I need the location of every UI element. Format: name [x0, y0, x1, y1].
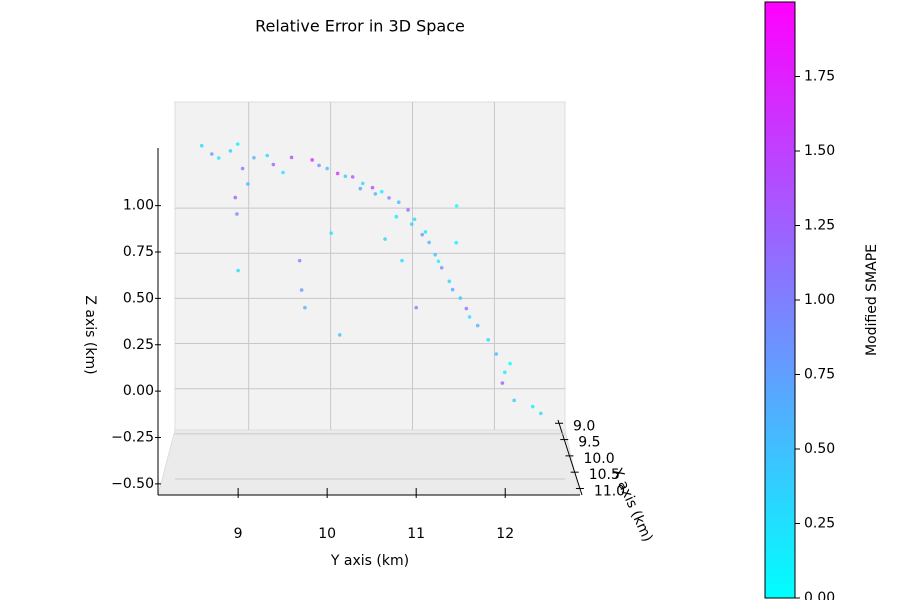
colorbar-tick-label: 0.50 — [804, 441, 835, 457]
point — [235, 212, 239, 216]
colorbar-tick-label: 0.75 — [804, 367, 835, 383]
point — [539, 411, 543, 416]
point — [464, 306, 469, 311]
point — [450, 287, 455, 292]
point — [358, 186, 363, 191]
point — [289, 155, 294, 160]
point — [240, 166, 245, 171]
chart-title: Relative Error in 3D Space — [255, 17, 465, 36]
point — [508, 361, 512, 366]
back-pane — [174, 101, 566, 431]
colorbar-tick-label: 1.25 — [804, 218, 835, 234]
y-tick-label: 11 — [407, 526, 425, 542]
point — [271, 162, 276, 167]
x-tick-label: 9.5 — [578, 435, 600, 451]
point — [350, 175, 355, 179]
point — [252, 155, 256, 160]
point — [281, 170, 285, 175]
point — [360, 181, 365, 186]
point — [439, 265, 444, 270]
point — [447, 279, 452, 284]
point — [228, 149, 233, 153]
z-tick-label: 1.00 — [123, 198, 154, 214]
z-tick-label: −0.50 — [111, 476, 154, 492]
point — [427, 240, 431, 245]
point — [265, 153, 270, 158]
point — [433, 252, 437, 257]
point — [297, 258, 302, 263]
colorbar-tick-label: 0.00 — [804, 590, 835, 600]
point — [387, 196, 391, 200]
colorbar — [764, 1, 796, 599]
point — [210, 152, 214, 156]
point — [394, 214, 399, 219]
colorbar-tick-label: 1.75 — [804, 69, 835, 85]
x-tick-label: 10.5 — [589, 467, 620, 483]
z-tick-label: 0.25 — [123, 337, 154, 353]
point — [233, 195, 238, 200]
point — [494, 352, 499, 356]
y-tick-label: 9 — [234, 526, 243, 542]
point — [310, 158, 315, 162]
point — [458, 296, 463, 300]
y-axis-label: Y axis (km) — [330, 553, 409, 569]
colorbar-tick-label: 0.25 — [804, 516, 835, 532]
point — [337, 333, 342, 337]
y-tick-label: 10 — [318, 526, 336, 542]
point — [325, 166, 329, 171]
z-tick-label: 0.50 — [123, 290, 154, 306]
point — [379, 189, 384, 194]
point — [423, 230, 428, 234]
point — [400, 258, 404, 263]
point — [299, 288, 304, 292]
point — [246, 182, 250, 186]
point — [343, 174, 348, 179]
colorbar-label: Modified SMAPE — [864, 244, 880, 356]
point — [420, 232, 425, 237]
point — [329, 231, 334, 235]
x-tick-label: 10.0 — [583, 451, 614, 467]
z-axis-label: Z axis (km) — [82, 295, 98, 374]
point — [396, 200, 401, 205]
point — [486, 337, 491, 342]
point — [412, 217, 417, 222]
point — [335, 171, 340, 176]
point — [530, 404, 535, 409]
point — [409, 222, 414, 226]
colorbar-tick-label: 1.50 — [804, 143, 835, 159]
point — [500, 381, 505, 385]
z-tick-label: −0.25 — [111, 429, 154, 445]
floor-pane — [157, 429, 581, 496]
y-tick-label: 12 — [496, 526, 514, 542]
point — [383, 237, 387, 241]
x-axis-line — [557, 419, 583, 496]
point — [512, 398, 516, 403]
point — [454, 240, 459, 245]
x-tick-label: 11.0 — [594, 483, 625, 499]
point — [216, 156, 221, 160]
point — [436, 259, 441, 264]
point — [503, 370, 507, 375]
point — [199, 143, 204, 148]
point — [303, 305, 307, 310]
z-tick-label: 0.75 — [123, 244, 154, 260]
colorbar-tick-label: 1.00 — [804, 292, 835, 308]
point — [406, 208, 410, 212]
point — [317, 163, 321, 168]
point — [370, 185, 375, 190]
point — [373, 192, 378, 196]
point — [235, 142, 240, 146]
point — [454, 204, 459, 208]
z-tick-label: 0.00 — [123, 383, 154, 399]
x-tick-label: 9.0 — [573, 418, 595, 434]
point — [475, 323, 480, 328]
point — [467, 315, 472, 319]
point — [236, 268, 240, 273]
point — [414, 305, 418, 310]
